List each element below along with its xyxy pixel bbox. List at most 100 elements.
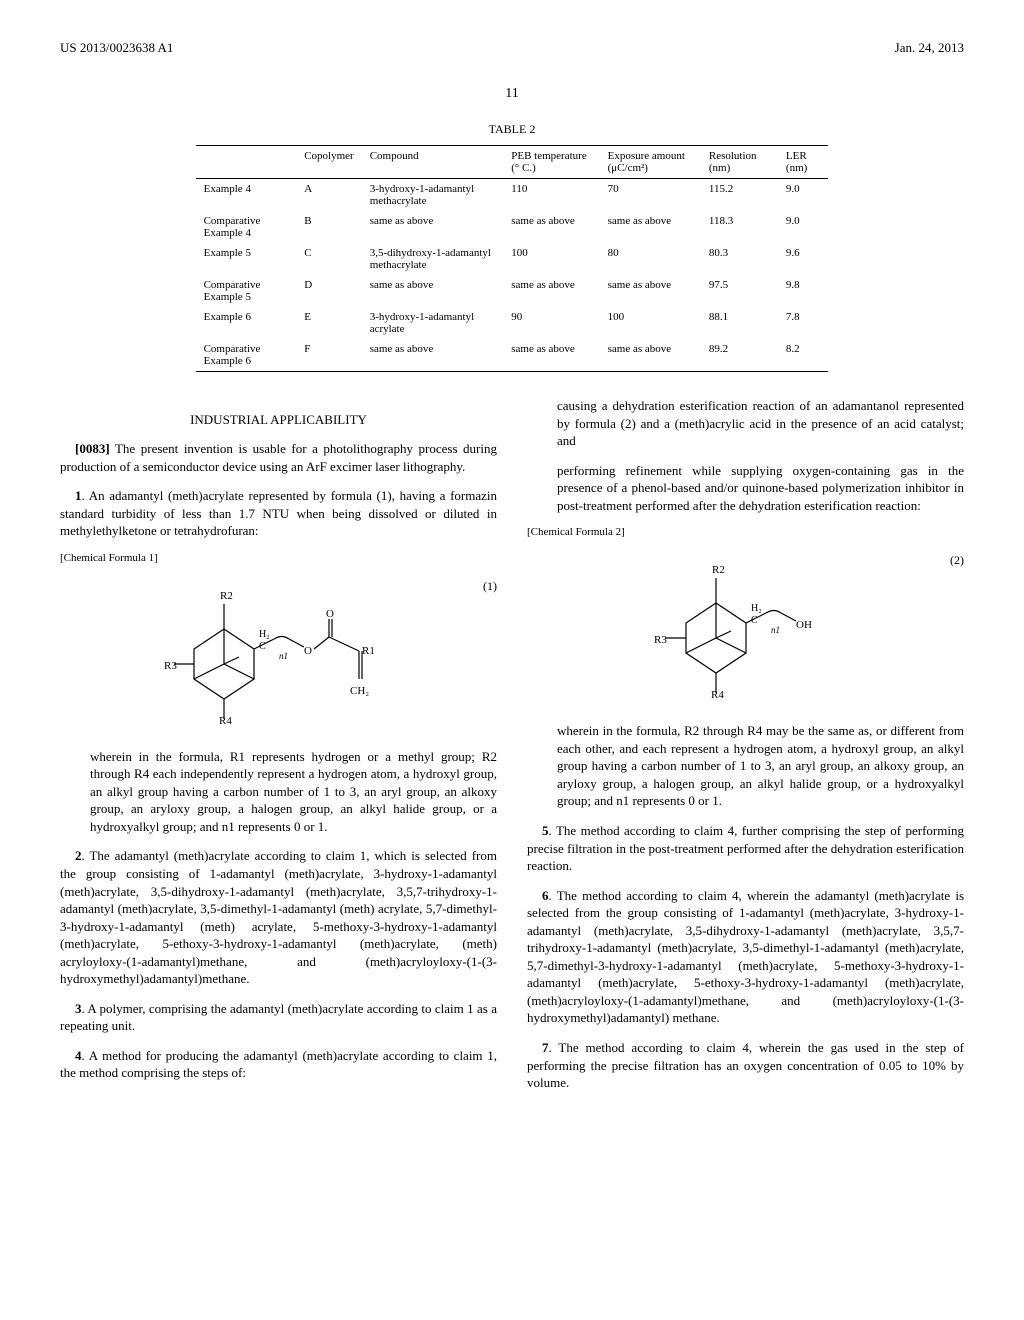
svg-text:R4: R4 (219, 715, 232, 724)
table-cell: 118.3 (701, 211, 778, 243)
table-row: Comparative Example 5Dsame as abovesame … (196, 275, 829, 307)
para-num: [0083] (75, 441, 110, 456)
col-header (196, 146, 297, 179)
table-title: TABLE 2 (196, 122, 829, 137)
claim-6: 6. The method according to claim 4, wher… (527, 887, 964, 1027)
table-cell: 9.8 (778, 275, 828, 307)
svg-text:O: O (326, 608, 334, 620)
claim-text: . The method according to claim 4, furth… (527, 823, 964, 873)
table-cell: F (296, 339, 362, 372)
body-columns: INDUSTRIAL APPLICABILITY [0083] The pres… (60, 397, 964, 1099)
table-cell: 8.2 (778, 339, 828, 372)
table-cell: same as above (600, 339, 701, 372)
table-row: Example 6E3-hydroxy-1-adamantyl acrylate… (196, 307, 829, 339)
table-cell: 3-hydroxy-1-adamantyl methacrylate (362, 179, 504, 212)
svg-text:R3: R3 (654, 634, 667, 646)
table-cell: 97.5 (701, 275, 778, 307)
table-cell: 100 (600, 307, 701, 339)
table-cell: Comparative Example 6 (196, 339, 297, 372)
para-0083: [0083] The present invention is usable f… (60, 440, 497, 475)
doc-id: US 2013/0023638 A1 (60, 40, 173, 56)
table-cell: Comparative Example 5 (196, 275, 297, 307)
claim-7: 7. The method according to claim 4, wher… (527, 1039, 964, 1092)
table-cell: 70 (600, 179, 701, 212)
claim-text: . The method according to claim 4, where… (527, 1040, 964, 1090)
table-cell: same as above (362, 275, 504, 307)
table-cell: C (296, 243, 362, 275)
table-cell: Example 4 (196, 179, 297, 212)
claim-3: 3. A polymer, comprising the adamantyl (… (60, 1000, 497, 1035)
section-heading: INDUSTRIAL APPLICABILITY (60, 412, 497, 428)
table-cell: same as above (600, 211, 701, 243)
claim-text: . An adamantyl (meth)acrylate represente… (60, 488, 497, 538)
svg-text:R2: R2 (712, 564, 725, 576)
table-cell: same as above (362, 339, 504, 372)
svg-text:R2: R2 (220, 590, 233, 602)
claim-4: 4. A method for producing the adamantyl … (60, 1047, 497, 1082)
chemical-structure-1: H₂ C n1 O O R1 CH₂ R2 R3 R4 (164, 579, 394, 724)
svg-text:H₂: H₂ (259, 629, 270, 640)
formula-2: (2) H₂ C n1 OH R2 R3 R4 (527, 553, 964, 702)
svg-text:R3: R3 (164, 660, 177, 672)
table-cell: 3-hydroxy-1-adamantyl acrylate (362, 307, 504, 339)
table-wrapper: TABLE 2 Copolymer Compound PEB temperatu… (196, 122, 829, 372)
table-cell: 3,5-dihydroxy-1-adamantyl methacrylate (362, 243, 504, 275)
table-cell: 100 (503, 243, 599, 275)
claim-1-wherein: wherein in the formula, R1 represents hy… (60, 748, 497, 836)
table-cell: 89.2 (701, 339, 778, 372)
svg-text:n1: n1 (771, 625, 780, 635)
table-cell: same as above (362, 211, 504, 243)
col-header: LER (nm) (778, 146, 828, 179)
table-row: Comparative Example 6Fsame as abovesame … (196, 339, 829, 372)
claim-5: 5. The method according to claim 4, furt… (527, 822, 964, 875)
col-header: Copolymer (296, 146, 362, 179)
table-cell: B (296, 211, 362, 243)
table-cell: Comparative Example 4 (196, 211, 297, 243)
table-cell: 7.8 (778, 307, 828, 339)
claim-text: . The adamantyl (meth)acrylate according… (60, 848, 497, 986)
table-cell: 80 (600, 243, 701, 275)
claim-4-sub2: performing refinement while supplying ox… (527, 462, 964, 515)
table-cell: E (296, 307, 362, 339)
claim-1: 1. An adamantyl (meth)acrylate represent… (60, 487, 497, 540)
table-cell: 88.1 (701, 307, 778, 339)
claim-2: 2. The adamantyl (meth)acrylate accordin… (60, 847, 497, 987)
table-cell: 9.0 (778, 179, 828, 212)
svg-text:O: O (304, 645, 312, 657)
table-cell: same as above (503, 339, 599, 372)
col-header: Resolution (nm) (701, 146, 778, 179)
svg-text:C: C (259, 641, 266, 652)
table-row: Example 4A3-hydroxy-1-adamantyl methacry… (196, 179, 829, 212)
data-table: Copolymer Compound PEB temperature (° C.… (196, 145, 829, 372)
table-cell: 9.6 (778, 243, 828, 275)
claim-text: . The method according to claim 4, where… (527, 888, 964, 1026)
svg-text:C: C (751, 615, 758, 626)
table-cell: Example 6 (196, 307, 297, 339)
table-cell: same as above (503, 275, 599, 307)
svg-text:R1: R1 (362, 645, 375, 657)
table-cell: 115.2 (701, 179, 778, 212)
formula-num: (2) (950, 553, 964, 568)
claim-4-sub1: causing a dehydration esterification rea… (527, 397, 964, 450)
table-cell: 90 (503, 307, 599, 339)
col-header: PEB temperature (° C.) (503, 146, 599, 179)
col-header: Compound (362, 146, 504, 179)
formula-1: (1) H₂ C n1 O O R1 (60, 579, 497, 728)
claim-text: . A method for producing the adamantyl (… (60, 1048, 497, 1081)
formula-label-2: [Chemical Formula 2] (527, 526, 964, 538)
svg-text:R4: R4 (711, 689, 724, 698)
col-header: Exposure amount (μC/cm²) (600, 146, 701, 179)
header: US 2013/0023638 A1 Jan. 24, 2013 (60, 40, 964, 56)
svg-text:OH: OH (796, 619, 812, 631)
table-cell: same as above (600, 275, 701, 307)
para-text: The present invention is usable for a ph… (60, 441, 497, 474)
table-cell: Example 5 (196, 243, 297, 275)
svg-text:n1: n1 (279, 651, 288, 661)
table-cell: 9.0 (778, 211, 828, 243)
doc-date: Jan. 24, 2013 (895, 40, 964, 56)
table-cell: A (296, 179, 362, 212)
formula-num: (1) (483, 579, 497, 594)
svg-text:CH₂: CH₂ (350, 685, 369, 697)
table-cell: 110 (503, 179, 599, 212)
table-cell: same as above (503, 211, 599, 243)
